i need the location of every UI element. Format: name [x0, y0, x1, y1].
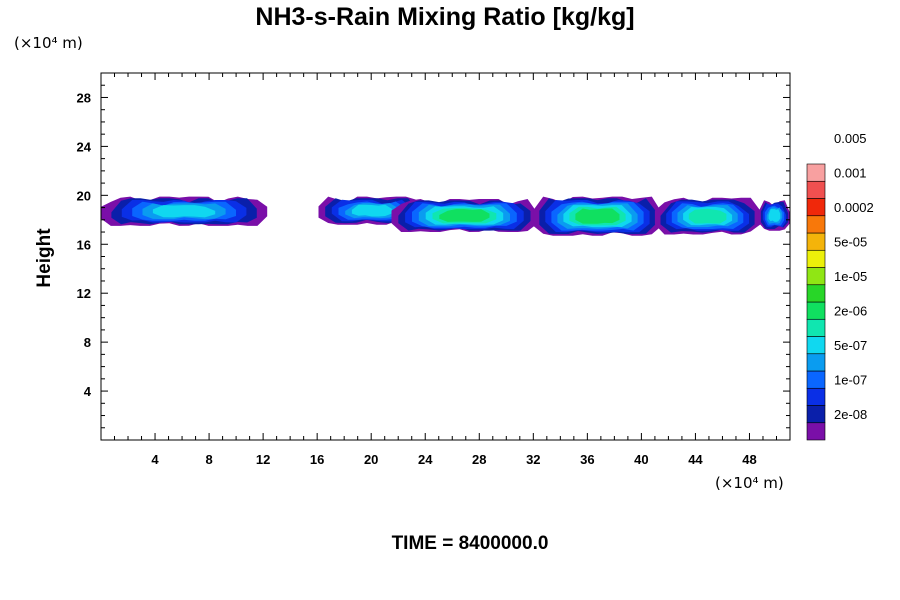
colorbar-label: 2e-06: [834, 304, 867, 319]
y-tick-label: 28: [77, 90, 91, 105]
colorbar: [806, 163, 826, 441]
colorbar-label: 1e-07: [834, 373, 867, 388]
colorbar-swatch: [806, 180, 826, 199]
colorbar-label: 0.005: [834, 131, 867, 146]
y-tick-label: 20: [77, 188, 91, 203]
colorbar-label: 5e-07: [834, 338, 867, 353]
x-tick-label: 16: [310, 452, 324, 467]
contour-band: [575, 208, 620, 224]
x-tick-label: 32: [526, 452, 540, 467]
x-tick-label: 28: [472, 452, 486, 467]
colorbar-swatch: [806, 215, 826, 234]
colorbar-swatch: [806, 336, 826, 355]
colorbar-label: 1e-05: [834, 269, 867, 284]
plot-frame: [100, 72, 791, 441]
colorbar-labels: 2e-08 1e-07 5e-07 2e-06 1e-05 5e-05 0.0002 0.00…: [834, 131, 874, 422]
colorbar-swatch: [806, 232, 826, 251]
colorbar-label: 0.001: [834, 166, 867, 181]
y-unit-label: (×10⁴ m): [14, 34, 83, 52]
contour-fill: [101, 196, 790, 236]
x-tick-label: 36: [580, 452, 594, 467]
colorbar-swatch: [806, 405, 826, 424]
x-tick-labels: 4 8 12 16 20 24 28 32 36 40 44 48: [151, 452, 756, 467]
y-axis-label: Height: [34, 228, 55, 288]
colorbar-swatch: [806, 267, 826, 286]
contour-region: [533, 196, 662, 236]
colorbar-swatch: [806, 422, 826, 441]
contour-region: [654, 197, 761, 235]
chart-title: NH3-s-Rain Mixing Ratio [kg/kg]: [255, 3, 634, 31]
colorbar-swatch: [806, 370, 826, 389]
colorbar-label: 2e-08: [834, 407, 867, 422]
contour-region: [101, 196, 268, 226]
x-tick-label: 48: [742, 452, 756, 467]
x-tick-label: 8: [205, 452, 212, 467]
x-unit-label: (×10⁴ m): [715, 474, 784, 492]
colorbar-swatch: [806, 387, 826, 406]
colorbar-swatch: [806, 198, 826, 217]
y-tick-label: 24: [77, 139, 92, 154]
axis-ticks: [101, 73, 790, 440]
y-tick-label: 12: [77, 286, 91, 301]
x-tick-label: 40: [634, 452, 648, 467]
colorbar-swatch: [806, 284, 826, 303]
x-tick-label: 44: [688, 452, 703, 467]
colorbar-label: 5e-05: [834, 235, 867, 250]
contour-band: [351, 204, 392, 217]
y-tick-label: 4: [84, 384, 92, 399]
colorbar-swatch: [806, 318, 826, 337]
x-tick-label: 24: [418, 452, 433, 467]
colorbar-swatch: [806, 301, 826, 320]
x-tick-label: 4: [151, 452, 159, 467]
contour-band: [688, 208, 727, 224]
colorbar-swatch: [806, 163, 826, 182]
contour-region: [391, 199, 538, 232]
x-tick-label: 12: [256, 452, 270, 467]
colorbar-swatch: [806, 249, 826, 268]
y-tick-label: 8: [84, 335, 91, 350]
contour-band: [439, 209, 490, 222]
x-tick-label: 20: [364, 452, 378, 467]
y-tick-label: 16: [77, 237, 91, 252]
colorbar-swatch: [806, 353, 826, 372]
colorbar-label: 0.0002: [834, 200, 874, 215]
contour-region: [758, 200, 790, 231]
y-tick-labels: 4 8 12 16 20 24 28: [77, 90, 92, 399]
time-annotation: TIME = 8400000.0: [392, 533, 549, 554]
contour-band: [768, 209, 781, 222]
contour-band: [152, 205, 216, 218]
